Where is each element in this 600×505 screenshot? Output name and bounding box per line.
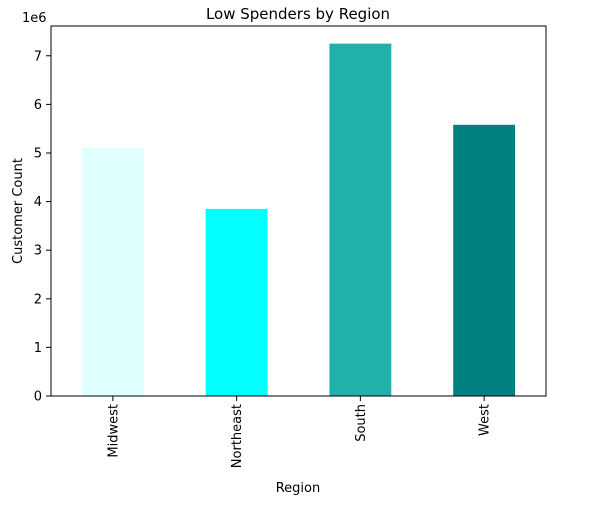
x-ticks-group: Midwest Northeast South West <box>106 396 493 468</box>
bar-west <box>453 124 516 396</box>
bars-group <box>81 43 516 396</box>
y-axis-offset-label: 1e6 <box>22 11 47 26</box>
bar-south <box>329 43 392 396</box>
y-axis-label: Customer Count <box>11 158 26 264</box>
x-axis-label: Region <box>276 481 321 496</box>
axes-frame <box>50 25 547 397</box>
chart-title: Low Spenders by Region <box>206 5 390 23</box>
y-tick-label: 0 <box>34 390 42 405</box>
x-tick-label: West <box>478 404 493 436</box>
bar-midwest <box>81 148 144 396</box>
y-ticks-group: 0 1 2 3 4 5 6 7 <box>34 49 51 405</box>
y-tick-label: 4 <box>34 195 42 210</box>
y-tick-label: 1 <box>34 341 42 356</box>
y-tick-label: 6 <box>34 98 42 113</box>
y-tick-label: 7 <box>34 49 42 64</box>
y-tick-label: 3 <box>34 244 42 259</box>
x-tick-label: South <box>354 404 369 442</box>
x-tick-label: Northeast <box>230 404 245 468</box>
y-tick-label: 2 <box>34 292 42 307</box>
bar-northeast <box>205 208 268 396</box>
x-tick-label: Midwest <box>106 404 121 458</box>
y-tick-label: 5 <box>34 146 42 161</box>
